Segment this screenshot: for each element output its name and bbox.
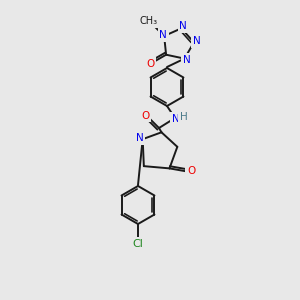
Text: O: O [142,111,150,121]
Text: O: O [146,59,154,69]
Text: N: N [179,21,187,31]
Text: CH₃: CH₃ [140,16,158,26]
Text: O: O [187,166,195,176]
Text: N: N [159,30,167,40]
Text: N: N [136,133,144,143]
Text: N: N [172,114,180,124]
Text: Cl: Cl [133,239,143,249]
Text: N: N [183,55,190,64]
Text: H: H [180,112,188,122]
Text: N: N [193,36,201,46]
